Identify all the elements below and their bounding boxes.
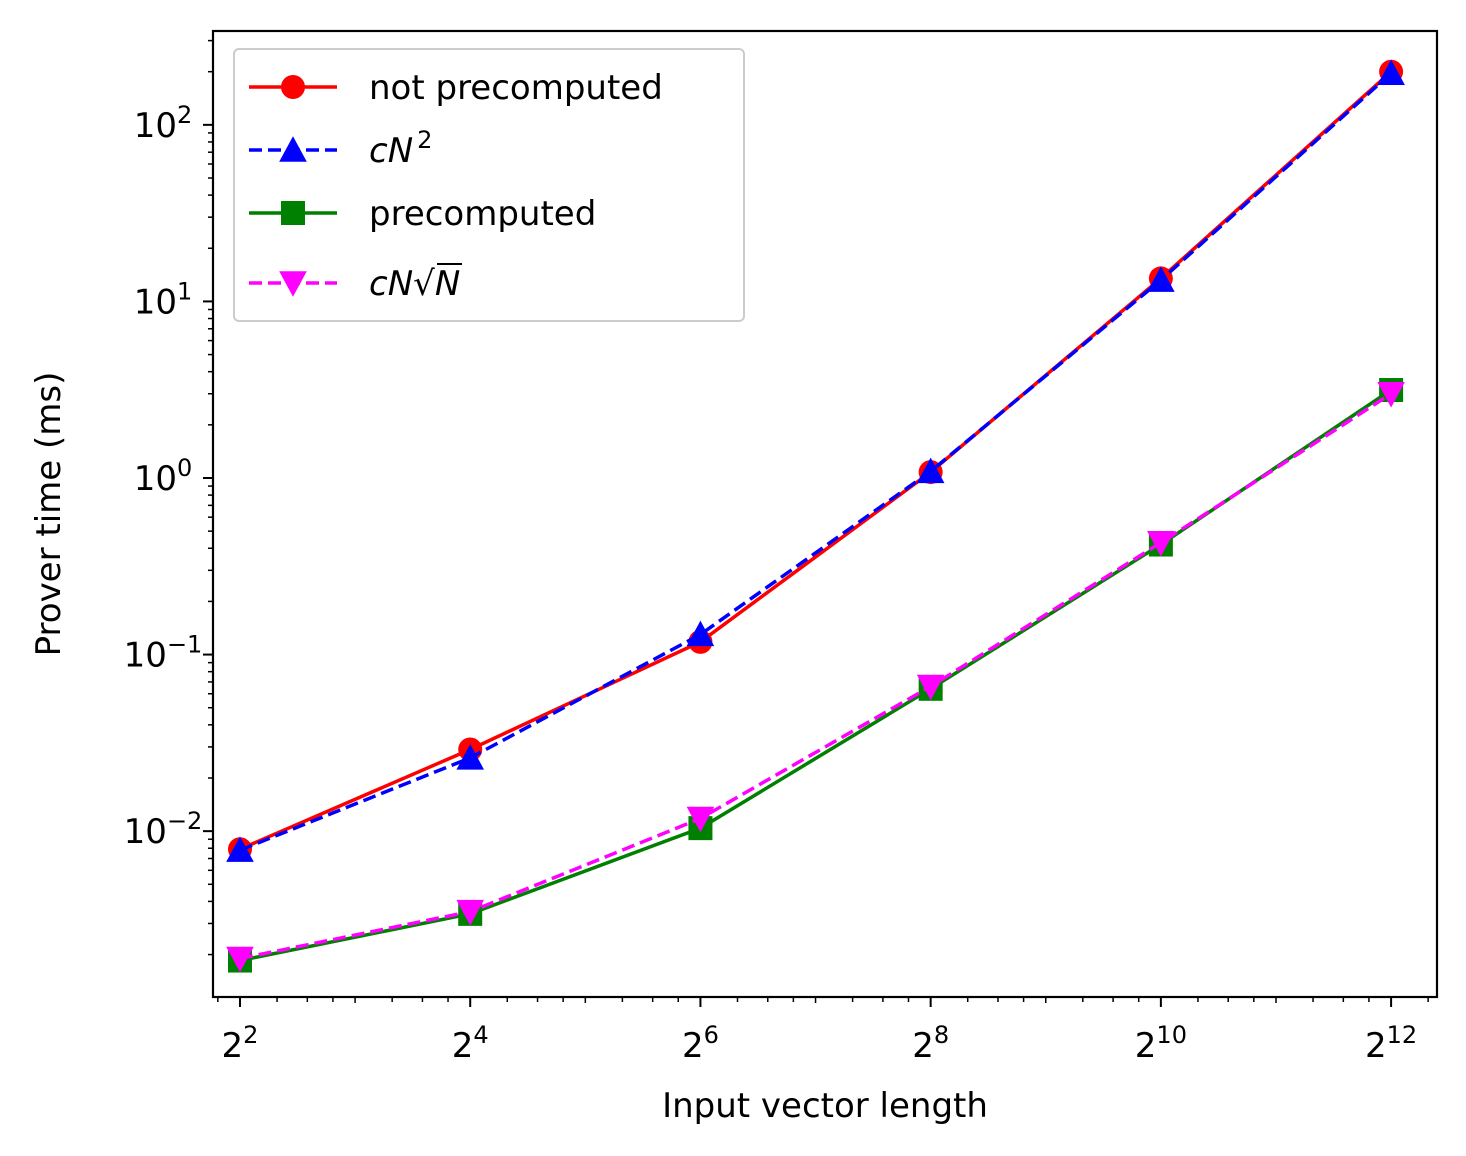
x-tick-label: 210 [1135,1021,1187,1066]
legend-label: cN√N [369,264,460,304]
data-point [281,75,305,99]
x-tick-label: 28 [912,1021,949,1066]
x-axis: 22 24 26 28 210 212 [217,997,1429,1066]
y-axis-label: Prover time (ms) [29,372,69,657]
legend-label: precomputed [369,194,596,234]
y-axis: 10−2 10−1 100 101 102 [124,39,213,956]
series-2 [226,59,1405,862]
legend-entry: cN√N [249,263,462,304]
series-line [239,392,1393,961]
data-point [279,136,307,162]
legend-label: not precomputed [369,68,663,108]
plot-frame [211,29,1439,999]
legend-box [233,48,745,322]
data-point [686,806,715,833]
data-point [279,271,307,297]
x-tick-label: 212 [1365,1021,1417,1066]
x-tick-label: 22 [222,1021,259,1066]
y-tick-label: 101 [134,277,193,322]
y-tick-label: 100 [134,454,193,499]
y-tick-label: 10−2 [124,807,203,852]
data-point [1147,530,1175,557]
data-point [456,899,485,926]
series-4 [226,382,1405,973]
data-point [281,201,305,225]
x-axis-label: Input vector length [662,1086,988,1126]
data-point [916,674,945,701]
data-point [1147,266,1175,292]
data-point [226,946,254,973]
data-point [916,457,945,484]
legend: not precomputed cN 2 precomputed cN√N [233,48,745,322]
legend-label: cN 2 [369,126,432,171]
data-point [1377,59,1405,85]
data-point [686,620,715,647]
data-point [1377,382,1405,408]
x-tick-label: 26 [682,1021,719,1066]
y-tick-label: 10−1 [124,631,203,676]
legend-entry: precomputed [249,194,596,234]
data-point [456,744,485,770]
series-layer [226,59,1405,973]
data-point [226,836,254,862]
legend-entry: not precomputed [249,68,663,108]
legend-entries: not precomputed cN 2 precomputed cN√N [249,68,663,304]
series-line [239,71,1393,852]
legend-entry: cN 2 [249,126,432,171]
x-tick-label: 24 [452,1021,489,1066]
y-tick-label: 102 [134,101,193,146]
